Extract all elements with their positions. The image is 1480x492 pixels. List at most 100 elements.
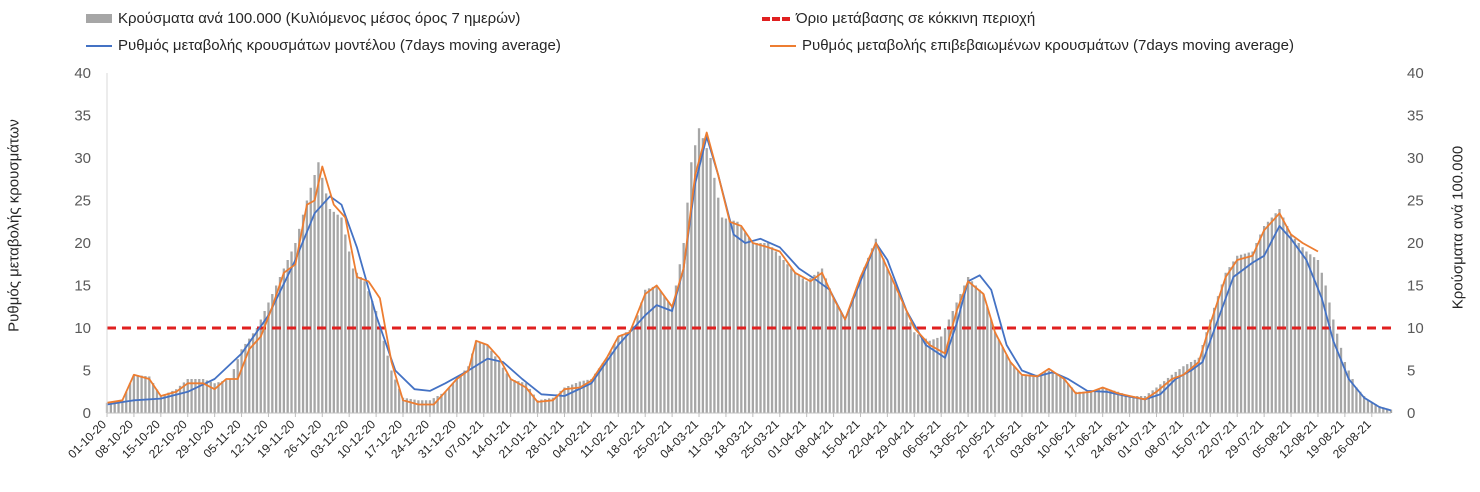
bar	[117, 400, 120, 413]
bar	[1005, 354, 1008, 413]
bar	[713, 177, 716, 413]
bar	[1243, 253, 1247, 413]
bar	[997, 339, 1001, 413]
bar	[340, 217, 343, 413]
bar	[786, 264, 789, 413]
bar	[836, 305, 839, 413]
bar	[198, 379, 201, 413]
bar	[305, 200, 309, 413]
bar	[447, 387, 451, 413]
bar	[363, 281, 366, 413]
bar	[905, 312, 908, 413]
bar	[244, 343, 247, 413]
bar	[251, 333, 255, 413]
bar	[686, 202, 689, 413]
bar	[509, 379, 512, 413]
bar	[348, 251, 351, 413]
bar	[544, 398, 547, 413]
bar	[1339, 347, 1343, 413]
bar	[674, 285, 678, 413]
bar	[528, 388, 532, 413]
bar	[963, 285, 966, 413]
bar	[1266, 221, 1270, 413]
bar	[248, 338, 251, 413]
bar	[701, 138, 705, 413]
bar	[182, 382, 186, 413]
bar	[1301, 247, 1304, 413]
bar	[1255, 243, 1258, 413]
legend-swatch-bars	[86, 14, 112, 23]
bar	[793, 272, 797, 413]
bar	[805, 281, 808, 413]
y-tick-label-left: 35	[74, 108, 91, 125]
bar	[590, 379, 593, 413]
bar	[782, 260, 785, 413]
bar	[747, 237, 751, 413]
bar	[1366, 400, 1370, 413]
bar	[136, 375, 139, 413]
bar	[1224, 272, 1227, 413]
bar	[659, 290, 662, 413]
bar	[578, 381, 582, 413]
bar	[128, 383, 132, 413]
bar	[582, 380, 585, 413]
bar	[628, 330, 631, 413]
y-tick-label-right: 40	[1407, 65, 1424, 82]
bar	[1282, 217, 1285, 413]
y-tick-label-right: 35	[1407, 108, 1424, 125]
bar	[1382, 407, 1385, 413]
bar	[378, 325, 382, 413]
bar	[355, 272, 359, 413]
bar	[959, 294, 962, 413]
bar	[317, 162, 320, 413]
bar	[155, 389, 159, 413]
bar	[132, 374, 136, 413]
bar	[517, 381, 520, 413]
bar	[1189, 362, 1193, 413]
bar	[344, 234, 347, 413]
bar	[1289, 234, 1293, 413]
bar	[1351, 379, 1354, 413]
bar	[1209, 319, 1212, 413]
bar	[1093, 390, 1097, 413]
bar	[201, 379, 205, 413]
bar	[909, 322, 912, 413]
bar	[924, 338, 927, 413]
bar	[1312, 257, 1316, 413]
bar	[567, 386, 570, 413]
bar	[694, 145, 697, 413]
bar	[1028, 374, 1031, 413]
legend-swatch-threshold	[762, 16, 790, 21]
bar	[901, 302, 904, 413]
bar	[936, 337, 939, 413]
bar	[521, 382, 524, 413]
bar	[563, 387, 566, 413]
legend-label-model: Ρυθμός μεταβολής κρουσμάτων μοντέλου (7d…	[118, 37, 561, 54]
bar	[113, 401, 116, 413]
bar	[1159, 384, 1162, 413]
bar	[890, 277, 893, 413]
bar	[482, 343, 485, 413]
bar	[175, 389, 178, 413]
bar	[705, 148, 708, 414]
bar	[1116, 391, 1120, 413]
bar	[1324, 285, 1327, 413]
bar	[605, 357, 608, 413]
bar	[1101, 387, 1104, 413]
bar	[1389, 409, 1393, 413]
bar	[159, 396, 162, 413]
bar	[990, 319, 993, 413]
bar	[298, 228, 301, 413]
y-tick-label-right: 25	[1407, 193, 1424, 210]
bar	[1013, 366, 1016, 413]
bar	[670, 306, 674, 413]
bar	[982, 294, 985, 413]
bar	[640, 302, 643, 413]
bar	[663, 296, 666, 413]
legend-label-confirmed: Ρυθμός μεταβολής επιβεβαιωμένων κρουσμάτ…	[802, 37, 1294, 54]
bar	[620, 334, 624, 413]
bar	[824, 278, 828, 413]
bar	[916, 334, 920, 413]
bar	[321, 177, 324, 413]
bar	[424, 400, 428, 413]
